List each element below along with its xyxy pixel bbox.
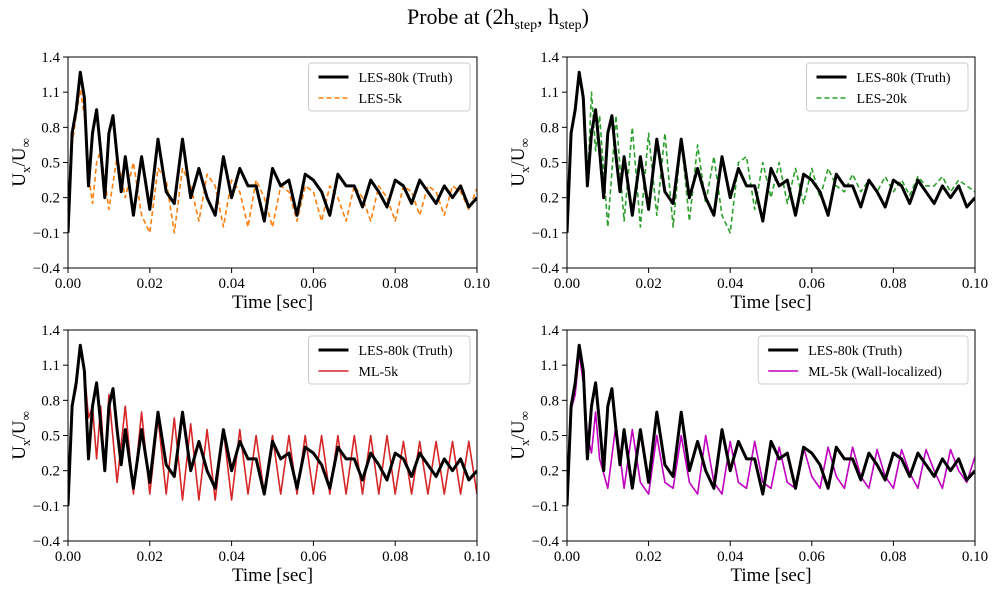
legend-label: LES-80k (Truth) — [359, 344, 453, 359]
series-line-4-1 — [567, 343, 975, 506]
x-tick-label: 0.10 — [962, 276, 988, 292]
legend-label: LES-80k (Truth) — [857, 71, 951, 86]
y-tick-label: 0.2 — [540, 464, 559, 480]
x-tick-label: 0.02 — [137, 276, 163, 292]
y-tick-label: 1.1 — [540, 85, 559, 101]
panel-1: 0.00 0.02 0.04 0.06 0.08 0.10 −0.4 −0.1 0.2 0.5 0.… — [9, 50, 490, 313]
legend-label: ML-5k (Wall-localized) — [808, 365, 942, 380]
legend-2: LES-80k (Truth) LES-20k — [806, 62, 969, 112]
x-tick-label: 0.02 — [635, 276, 661, 292]
x-tick-label: 0.06 — [799, 549, 826, 565]
legend-box — [806, 62, 969, 112]
x-tick-label: 0.10 — [962, 549, 988, 565]
y-axis-label: Ux/U∞ — [9, 411, 33, 460]
figure-title-subscript-1: step — [515, 18, 538, 33]
y-tick-label: 0.5 — [41, 429, 60, 445]
x-tick-label: 0.10 — [464, 549, 490, 565]
series-line-2-2 — [567, 71, 975, 234]
y-tick-label: 0.8 — [540, 120, 559, 136]
y-tick-label: 1.4 — [540, 50, 559, 66]
legend-label: LES-80k (Truth) — [808, 344, 902, 359]
panel-3: 0.00 0.02 0.04 0.06 0.08 0.10 −0.4 −0.1 0.2 0.5 0.… — [9, 323, 490, 586]
series-line-3-1 — [68, 343, 477, 506]
y-tick-label: −0.4 — [33, 534, 61, 550]
y-tick-label: 1.1 — [41, 358, 60, 374]
y-tick-label: 0.5 — [540, 156, 559, 172]
y-tick-label: 1.1 — [41, 85, 60, 101]
figure-title-end: ) — [582, 4, 589, 29]
y-tick-label: 0.8 — [540, 393, 559, 409]
y-tick-label: 0.2 — [41, 191, 60, 207]
y-axis-label: Ux/U∞ — [508, 138, 532, 187]
x-tick-label: 0.00 — [554, 276, 580, 292]
y-tick-label: −0.1 — [33, 499, 60, 515]
legend-1: LES-80k (Truth) LES-5k — [308, 62, 471, 112]
x-tick-label: 0.00 — [55, 549, 81, 565]
figure-title: Probe at (2hstep, hstep) — [407, 4, 589, 33]
y-tick-label: 1.4 — [41, 50, 60, 66]
x-tick-label: 0.04 — [218, 549, 245, 565]
x-tick-label: 0.08 — [880, 276, 906, 292]
y-tick-label: −0.1 — [532, 226, 559, 242]
x-tick-label: 0.00 — [55, 276, 81, 292]
legend-4: LES-80k (Truth) ML-5k (Wall-localized) — [757, 335, 969, 385]
series-line-4-2 — [567, 352, 975, 506]
series-line-2-1 — [567, 70, 975, 233]
y-tick-label: 0.2 — [41, 464, 60, 480]
y-tick-label: 0.8 — [41, 393, 60, 409]
x-tick-label: 0.08 — [880, 549, 906, 565]
legend-3: LES-80k (Truth) ML-5k — [308, 335, 471, 385]
y-tick-label: 0.8 — [41, 120, 60, 136]
y-tick-label: −0.4 — [532, 534, 560, 550]
y-tick-label: 1.4 — [41, 323, 60, 339]
legend-label: LES-80k (Truth) — [359, 71, 453, 86]
x-tick-label: 0.04 — [717, 549, 744, 565]
y-tick-label: 0.5 — [540, 429, 559, 445]
figure-title-main: Probe at (2h — [407, 4, 515, 29]
y-axis-label: Ux/U∞ — [508, 411, 532, 460]
x-axis-label: Time [sec] — [232, 292, 313, 313]
y-tick-label: 1.4 — [540, 323, 559, 339]
panel-4: 0.00 0.02 0.04 0.06 0.08 0.10 −0.4 −0.1 0.2 0.5 0.… — [508, 323, 988, 586]
panel-2: 0.00 0.02 0.04 0.06 0.08 0.10 −0.4 −0.1 0.2 0.5 0.… — [508, 50, 988, 313]
x-tick-label: 0.04 — [717, 276, 744, 292]
y-tick-label: −0.1 — [33, 226, 60, 242]
legend-box — [308, 335, 471, 385]
y-axis-label: Ux/U∞ — [9, 138, 33, 187]
y-tick-label: −0.4 — [532, 261, 560, 277]
legend-box — [757, 335, 969, 385]
x-axis-label: Time [sec] — [730, 565, 811, 586]
x-tick-label: 0.04 — [218, 276, 245, 292]
y-tick-label: 0.5 — [41, 156, 60, 172]
legend-label: LES-5k — [359, 92, 403, 107]
x-tick-label: 0.02 — [635, 549, 661, 565]
y-tick-label: 0.2 — [540, 191, 559, 207]
x-tick-label: 0.08 — [382, 276, 408, 292]
legend-box — [308, 62, 471, 112]
x-axis-label: Time [sec] — [730, 292, 811, 313]
x-tick-label: 0.06 — [300, 549, 327, 565]
x-tick-label: 0.02 — [137, 549, 163, 565]
x-axis-label: Time [sec] — [232, 565, 313, 586]
y-tick-label: −0.1 — [532, 499, 559, 515]
y-tick-label: −0.4 — [33, 261, 61, 277]
x-tick-label: 0.06 — [300, 276, 327, 292]
x-tick-label: 0.00 — [554, 549, 580, 565]
panels-group: 0.00 0.02 0.04 0.06 0.08 0.10 −0.4 −0.1 0.2 0.5 0.… — [9, 50, 988, 586]
legend-label: LES-20k — [857, 92, 908, 107]
x-tick-label: 0.06 — [799, 276, 826, 292]
series-line-1-1 — [68, 70, 477, 233]
legend-label: ML-5k — [359, 365, 399, 380]
x-tick-label: 0.08 — [382, 549, 408, 565]
y-tick-label: 1.1 — [540, 358, 559, 374]
figure-title-subscript-2: step — [559, 18, 582, 33]
figure-title-mid: , h — [537, 4, 559, 29]
x-tick-label: 0.10 — [464, 276, 490, 292]
